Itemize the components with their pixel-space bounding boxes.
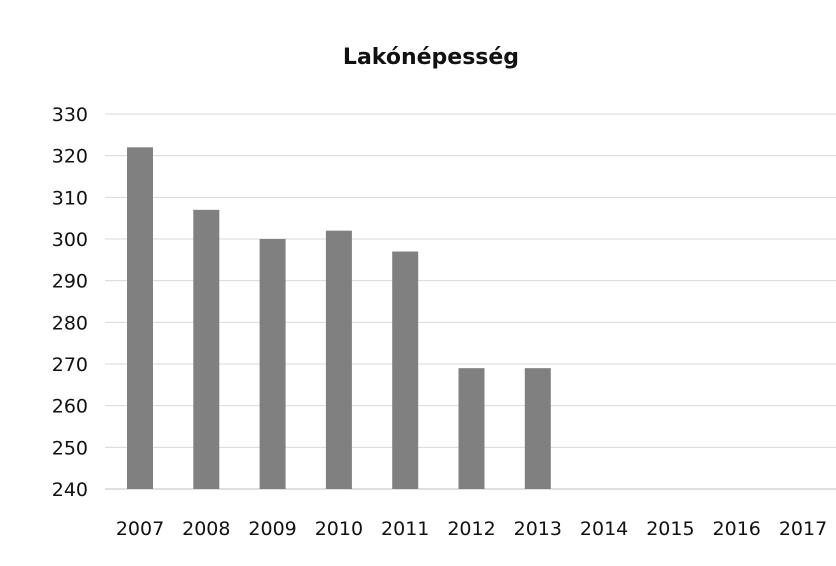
y-tick-label: 330 [52, 104, 88, 126]
bar-2011 [392, 251, 419, 489]
x-tick-label: 2009 [248, 518, 296, 540]
bar-2013 [524, 368, 551, 489]
x-tick-label: 2013 [514, 518, 562, 540]
y-tick-label: 250 [52, 437, 88, 459]
y-tick-label: 270 [52, 354, 88, 376]
bar-2010 [325, 230, 352, 489]
y-axis-ticks: 330 320 310 300 290 280 270 260 250 240 [52, 104, 88, 501]
x-tick-label: 2008 [182, 518, 230, 540]
bar-2008 [193, 209, 220, 490]
y-tick-label: 320 [52, 146, 88, 168]
y-tick-label: 260 [52, 396, 88, 418]
x-tick-label: 2010 [315, 518, 363, 540]
x-tick-label: 2012 [447, 518, 495, 540]
x-tick-label: 2016 [713, 518, 761, 540]
bars [127, 147, 551, 490]
x-tick-label: 2007 [116, 518, 164, 540]
x-tick-label: 2017 [779, 518, 827, 540]
x-axis-ticks: 2007 2008 2009 2010 2011 2012 2013 2014 2015 2016… [116, 518, 827, 540]
bar-2007 [127, 147, 153, 490]
x-tick-label: 2014 [580, 518, 628, 540]
y-tick-label: 310 [52, 187, 88, 209]
bar-2009 [259, 239, 286, 489]
y-tick-label: 300 [52, 229, 88, 251]
x-tick-label: 2011 [381, 518, 429, 540]
y-tick-label: 280 [52, 312, 88, 334]
y-tick-label: 240 [52, 479, 88, 501]
chart-title: Lakónépesség [343, 45, 519, 70]
x-tick-label: 2015 [646, 518, 694, 540]
y-tick-label: 290 [52, 271, 88, 293]
bar-2012 [458, 368, 485, 489]
